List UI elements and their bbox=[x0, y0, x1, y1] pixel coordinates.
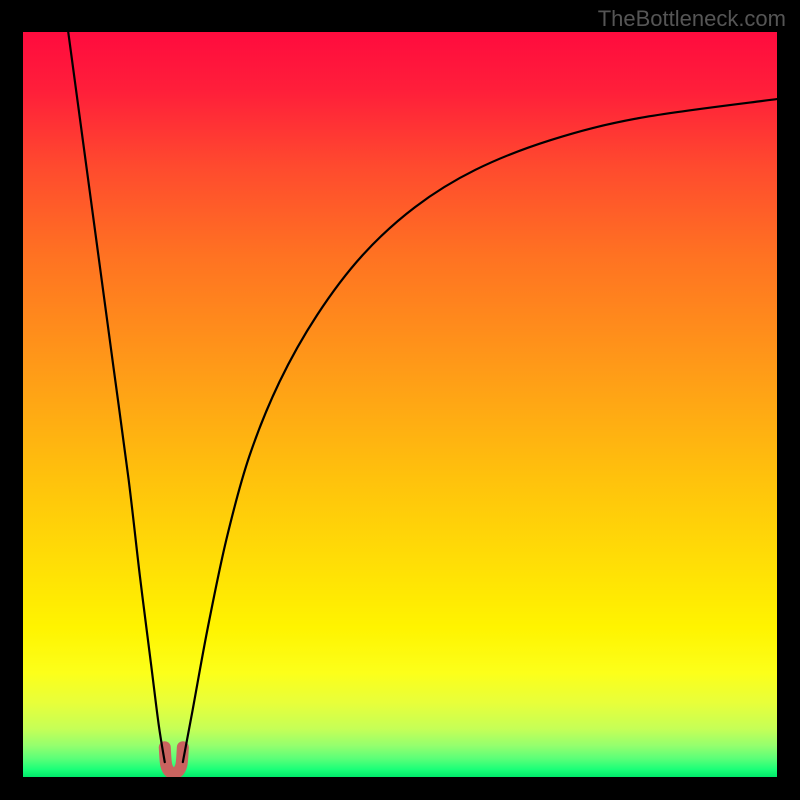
chart-svg bbox=[0, 0, 800, 800]
watermark-text: TheBottleneck.com bbox=[598, 6, 786, 32]
chart-stage: TheBottleneck.com bbox=[0, 0, 800, 800]
plot-gradient-background bbox=[23, 32, 777, 777]
